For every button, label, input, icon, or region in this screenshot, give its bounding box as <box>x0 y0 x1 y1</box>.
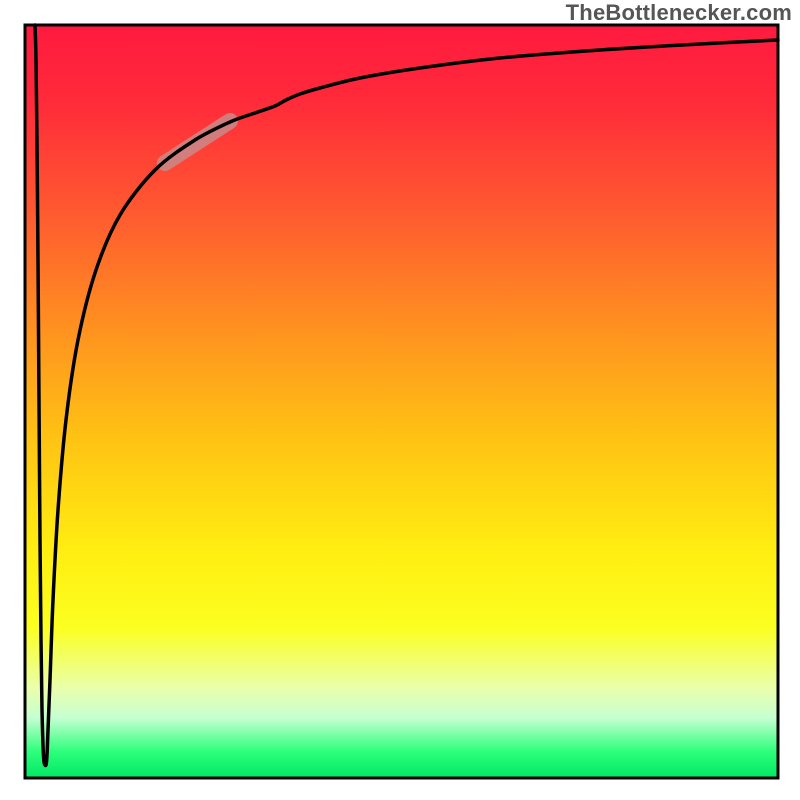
chart-container: TheBottlenecker.com <box>0 0 800 800</box>
plot-background-gradient <box>25 25 778 778</box>
watermark-text: TheBottlenecker.com <box>566 0 792 26</box>
bottleneck-chart <box>0 0 800 800</box>
